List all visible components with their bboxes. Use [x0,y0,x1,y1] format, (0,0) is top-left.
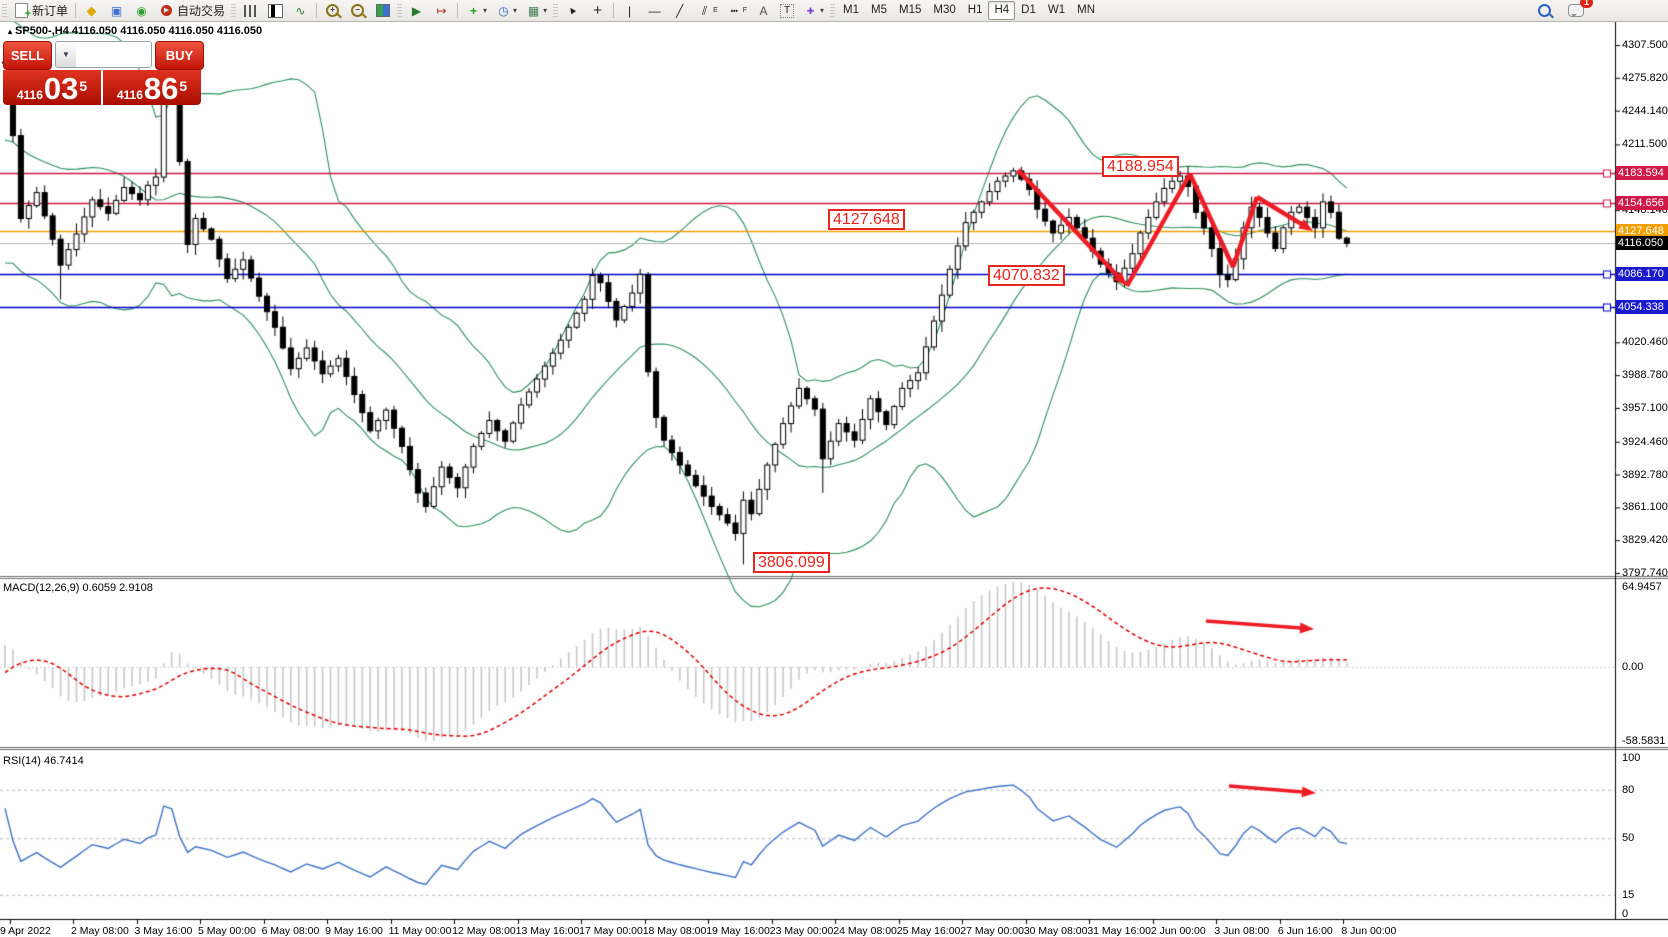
timeframe-button-m15[interactable]: M15 [899,4,922,16]
price-annotation[interactable]: 4188.954 [1102,156,1179,177]
buy-button[interactable]: BUY [155,41,204,70]
chart-title: ▴ SP500-,H4 4116.050 4116.050 4116.050 41… [8,25,263,37]
cursor-button[interactable]: ▲ [560,0,585,21]
new-order-button[interactable]: 新订单 [9,0,72,22]
notification-badge: 1 [1580,0,1593,8]
trendline-icon: ╱ [675,3,684,18]
clock-icon: ◷ [498,3,509,18]
toolbar-separator [457,3,459,18]
notifications-button[interactable]: 1 [1563,0,1593,21]
bar-chart-button[interactable] [238,0,263,21]
toolbar-grip [553,3,559,18]
toolbar-grip [397,3,403,18]
sell-button[interactable]: SELL [3,41,52,70]
rsi-indicator-label: RSI(14) 46.7414 [3,755,84,767]
volume-stepper: ▼ ▲ [55,41,152,68]
search-button[interactable] [1532,0,1557,21]
volume-input[interactable] [75,42,151,67]
price-annotation[interactable]: 4127.648 [828,209,905,230]
candlestick-chart-icon [267,3,284,19]
gold-symbol-icon: ◆ [86,2,97,18]
broadcast-icon: ◉ [136,3,147,18]
timeframe-button-h4[interactable]: H4 [988,1,1016,20]
horizontal-line-button[interactable]: — [642,0,667,21]
timeframe-button-mn[interactable]: MN [1077,4,1096,16]
timeframe-button-w1[interactable]: W1 [1047,4,1066,16]
chart-template-icon: ▦ [527,3,540,18]
timeframe-button-m1[interactable]: M1 [843,4,860,16]
arrows-button[interactable]: ✚ ▾ [798,0,828,21]
tile-windows-icon [374,3,391,19]
horizontal-line-icon: — [648,3,661,18]
cursor-icon: ▲ [565,2,580,18]
text-label-icon: T [780,3,795,18]
broadcast-button[interactable]: ◉ [129,0,154,21]
macd-indicator-label: MACD(12,26,9) 0.6059 2.9108 [3,582,153,594]
toolbar-grip [830,3,836,18]
auto-scroll-icon: ▶ [411,3,422,18]
zoom-out-button[interactable]: − [345,0,370,21]
auto-trading-icon: ▶ [158,3,175,19]
channel-icon: ⫽ [701,3,708,18]
toolbar-grip [231,3,237,18]
line-chart-icon: ∿ [295,3,306,18]
main-toolbar: 新订单 ◆ ▣ ◉ ▶ 自动交易 ∿ + − ▶ ↦ +▾ ◷▾ ▦▾ ▲ + … [0,0,1668,22]
vertical-line-icon: | [628,3,632,18]
chart-shift-icon: ↦ [436,3,447,18]
zoom-out-icon: − [349,3,366,19]
symbols-button[interactable]: ◆ [79,0,104,21]
equidistant-channel-button[interactable]: ⫽ E [692,0,722,21]
bid-price[interactable]: 4116 03 5 [3,70,101,105]
timeframe-button-m30[interactable]: M30 [933,4,956,16]
new-order-icon [13,3,31,22]
candlestick-chart-button[interactable] [263,0,288,21]
new-order-label: 新订单 [32,4,69,18]
add-indicator-icon: + [470,3,478,18]
toolbar-separator [316,3,318,18]
text-tool-icon: A [759,3,768,18]
line-chart-button[interactable]: ∿ [288,0,313,21]
toolbar-separator [613,3,615,18]
bar-chart-icon [242,3,259,19]
auto-trading-label: 自动交易 [177,4,226,18]
ask-price[interactable]: 4116 86 5 [103,70,201,105]
auto-trading-button[interactable]: ▶ 自动交易 [154,0,229,21]
templates-button[interactable]: ▦ ▾ [521,0,551,21]
volume-decrease-button[interactable]: ▼ [56,42,76,67]
search-icon [1536,3,1553,19]
timeframe-button-m5[interactable]: M5 [871,4,888,16]
timeframe-toolbar: M1 M5 M15 M30 H1 H4 D1 W1 MN [837,1,1101,20]
chart-window-button[interactable]: ▣ [104,0,129,21]
auto-scroll-button[interactable]: ▶ [404,0,429,21]
arrows-tool-icon: ✚ [806,5,815,16]
price-annotation[interactable]: 4070.832 [988,265,1065,286]
chart-shift-button[interactable]: ↦ [429,0,454,21]
vertical-line-button[interactable]: | [617,0,642,21]
timeframe-button-h1[interactable]: H1 [967,4,983,16]
toolbar-separator [75,3,77,18]
text-button[interactable]: A [751,0,776,21]
one-click-trading-panel: SELL ▼ ▲ BUY 4116 03 5 4116 86 5 [3,41,204,105]
periods-button[interactable]: ◷ ▾ [491,0,521,21]
indicators-button[interactable]: + ▾ [461,0,491,21]
chart-window-icon: ▣ [110,3,123,18]
tile-windows-button[interactable] [370,0,395,21]
toolbar-grip [2,3,7,18]
fibonacci-button[interactable]: ┅ F [722,0,751,21]
trendline-button[interactable]: ╱ [667,0,692,21]
crosshair-button[interactable]: + [585,0,610,21]
zoom-in-button[interactable]: + [320,0,345,21]
price-annotation[interactable]: 3806.099 [753,552,830,573]
text-label-button[interactable]: T [776,0,798,21]
fibonacci-icon: ┅ [730,3,738,18]
zoom-in-icon: + [324,3,341,19]
chat-bubble-icon [1567,3,1584,19]
symbol-marker-icon: ▴ [8,27,13,36]
timeframe-button-d1[interactable]: D1 [1021,4,1036,16]
crosshair-icon: + [593,1,602,19]
